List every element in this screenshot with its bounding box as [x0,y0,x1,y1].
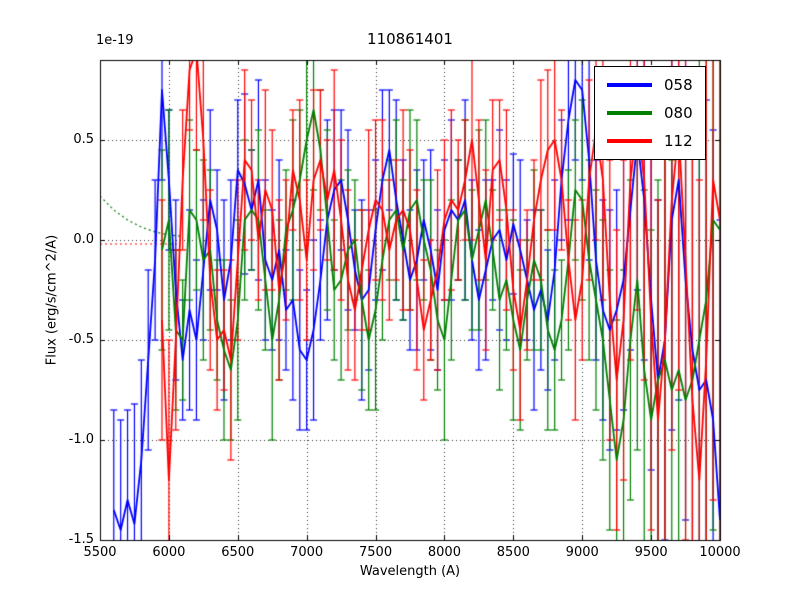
legend-label: 058 [664,76,693,94]
x-tick-label: 9500 [634,545,668,560]
legend-line-green [607,111,652,115]
plot-title: 110861401 [367,30,453,48]
legend-line-red [607,139,652,143]
x-tick-label: 8500 [496,545,530,560]
x-tick-label: 10000 [699,545,741,560]
x-tick-label: 9000 [565,545,599,560]
legend-label: 112 [664,132,693,150]
legend-line-blue [607,83,652,87]
y-tick-label: -0.5 [68,332,94,347]
y-axis-offset-label: 1e-19 [96,33,134,48]
y-tick-label: -1.5 [68,532,94,547]
x-tick-label: 5500 [83,545,117,560]
x-axis-label: Wavelength (A) [359,564,461,579]
x-tick-label: 7500 [359,545,393,560]
y-tick-label: 0.5 [73,132,94,147]
legend-label: 080 [664,104,693,122]
y-tick-label: 0.0 [73,232,94,247]
y-tick-label: -1.0 [68,432,94,447]
legend-entry-058: 058 [607,76,693,94]
legend-entry-112: 112 [607,132,693,150]
x-tick-label: 7000 [290,545,324,560]
legend-entry-080: 080 [607,104,693,122]
x-tick-label: 6000 [152,545,186,560]
x-tick-label: 6500 [221,545,255,560]
x-tick-label: 8000 [427,545,461,560]
legend: 058 080 112 [594,66,706,160]
